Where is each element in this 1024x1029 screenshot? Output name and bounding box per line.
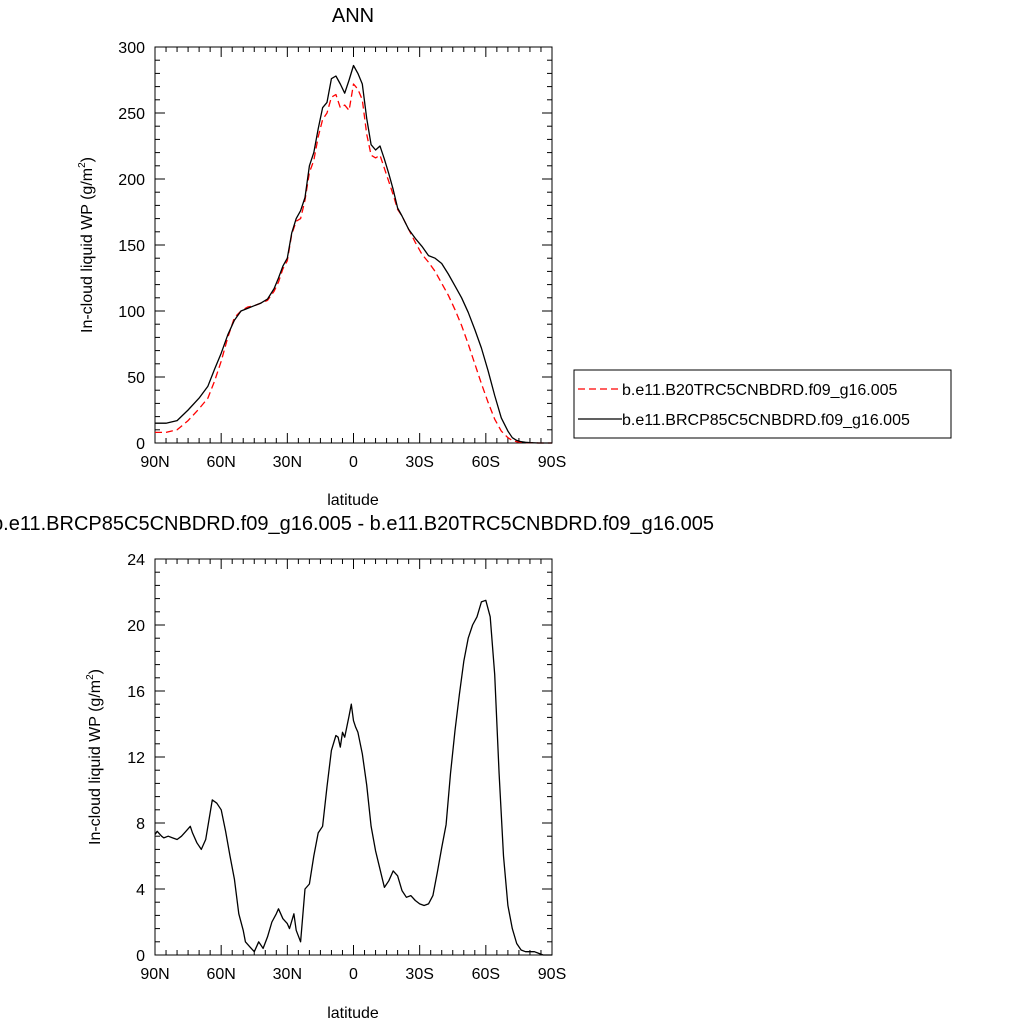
x-tick-label: 0 [349,966,358,983]
y-tick-label: 4 [136,882,145,899]
y-tick-label: 20 [127,618,145,635]
y-tick-label: 200 [118,172,145,189]
y-tick-label: 100 [118,304,145,321]
x-tick-label: 90N [140,966,169,983]
series-line-solid [155,64,552,444]
series-line-solid [154,599,552,956]
x-tick-label: 60N [206,454,235,471]
y-axis-label-main: In-cloud liquid WP (g/m [79,168,96,333]
y-tick-label: 300 [118,40,145,57]
y-axis-label-close: ) [79,157,96,162]
plot-lines [154,599,552,956]
chart-title: ANN [332,5,374,27]
x-tick-label: 90S [538,454,566,471]
y-tick-label: 0 [136,948,145,965]
bottom-chart: b.e11.BRCP85C5CNBDRD.f09_g16.005 - b.e11… [0,513,714,1022]
y-tick-label: 150 [118,238,145,255]
x-tick-label: 60S [472,966,500,983]
y-tick-label: 0 [136,436,145,453]
plot-frame [154,558,553,956]
x-axis-label: latitude [327,1005,379,1022]
legend-frame [573,369,952,439]
x-tick-label: 0 [349,454,358,471]
x-tick-label: 60N [206,966,235,983]
series-line-dashed [155,83,552,444]
axis-ticks: 90N 60N 30N 0 30S 60S 90S 0 50 100 150 200 250 300 [118,40,566,471]
y-axis-label-main: In-cloud liquid WP (g/m [87,680,104,845]
y-tick-label: 250 [118,106,145,123]
plot-frame [154,46,553,444]
legend-label: b.e11.BRCP85C5CNBDRD.f09_g16.005 [622,412,910,429]
y-tick-label: 50 [127,370,145,387]
x-tick-label: 30N [273,454,302,471]
legend: b.e11.B20TRC5CNBDRD.f09_g16.005 b.e11.BR… [573,369,952,439]
chart-title: b.e11.BRCP85C5CNBDRD.f09_g16.005 - b.e11… [0,513,714,535]
x-tick-label: 90N [140,454,169,471]
plot-lines [155,64,552,444]
x-tick-label: 90S [538,966,566,983]
y-tick-label: 8 [136,816,145,833]
y-axis-label: In-cloud liquid WP (g/m2) [85,669,104,845]
y-tick-label: 24 [127,552,145,569]
y-tick-label: 16 [127,684,145,701]
x-tick-label: 30S [405,966,433,983]
y-axis-label-close: ) [87,669,104,674]
y-axis-label: In-cloud liquid WP (g/m2) [77,157,96,333]
x-axis-label: latitude [327,492,379,509]
top-chart: ANN 90N 60N 30N 0 30S 60S 90S 0 50 100 150 200 250 30… [77,5,952,509]
x-tick-label: 30S [405,454,433,471]
y-axis-label-superscript: 2 [77,162,88,168]
y-tick-label: 12 [127,750,145,767]
x-tick-label: 60S [472,454,500,471]
axis-ticks: 90N 60N 30N 0 30S 60S 90S 0 4 8 12 16 20 24 [127,552,566,983]
legend-label: b.e11.B20TRC5CNBDRD.f09_g16.005 [622,382,898,399]
x-tick-label: 30N [273,966,302,983]
y-axis-label-superscript: 2 [85,674,96,680]
